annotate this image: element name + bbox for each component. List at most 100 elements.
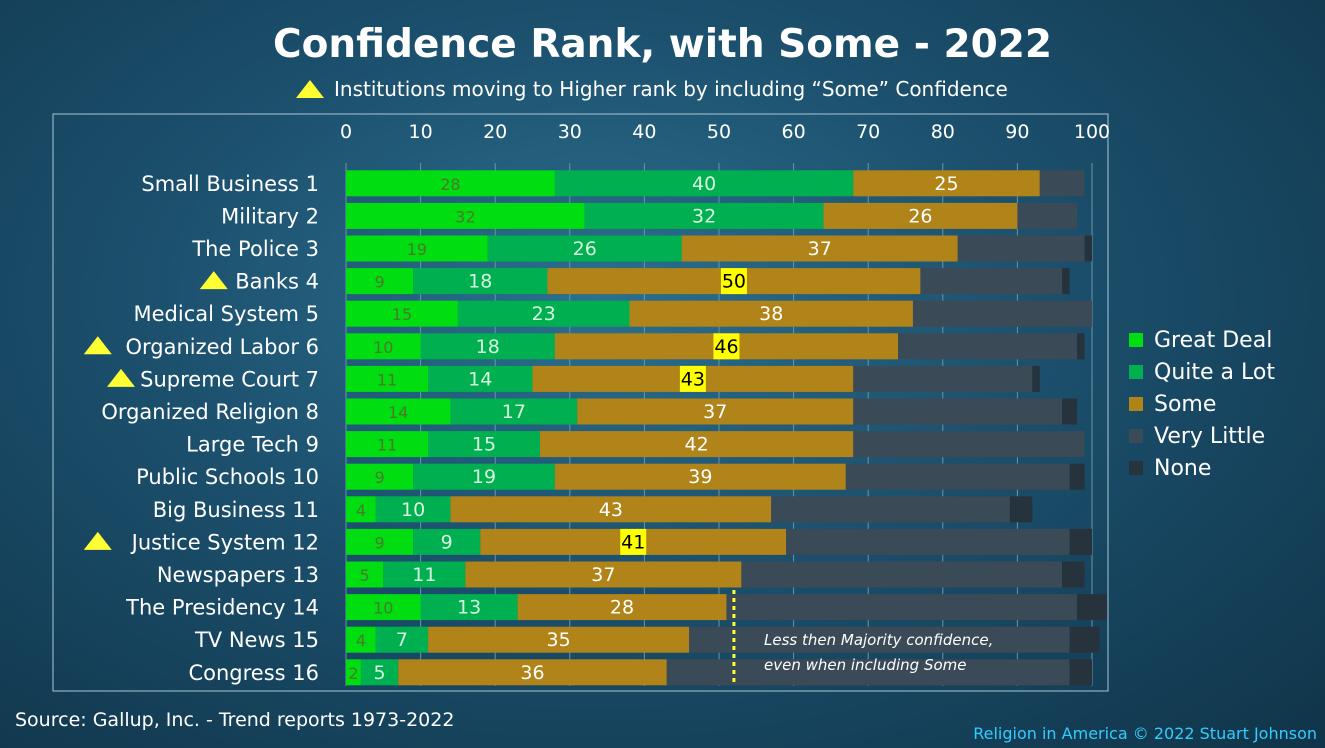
bar-segment-quite-a-lot (428, 431, 540, 458)
bar-segment-quite-a-lot (487, 235, 682, 262)
bar-segment-none (1032, 365, 1040, 392)
value-highlight (679, 365, 706, 392)
bar-segment-none (1069, 528, 1092, 555)
bar-value-label: 43 (599, 499, 623, 521)
category-label: Small Business 1 (141, 172, 319, 196)
source-text: Source: Gallup, Inc. - Trend reports 197… (15, 709, 455, 731)
bar-segment-very-little (771, 496, 1010, 523)
bar-segment-very-little (689, 626, 1070, 653)
category-label: Big Business 11 (153, 498, 319, 522)
bar-segment-great-deal (346, 268, 414, 295)
bar-segment-great-deal (346, 431, 429, 458)
bar-segment-quite-a-lot (420, 594, 518, 621)
x-tick-label: 100 (1074, 121, 1110, 143)
bar-segment-none (1062, 561, 1085, 588)
rank-up-triangle-icon (83, 531, 112, 550)
bar-segment-quite-a-lot (450, 398, 578, 425)
bar-segment-none (1009, 496, 1033, 523)
bar-segment-quite-a-lot (413, 528, 481, 555)
bar-segment-quite-a-lot (375, 626, 429, 653)
threshold-annotation: Less then Majority confidence, even when… (764, 628, 993, 678)
legend-item: None (1129, 452, 1275, 484)
bar-segment-quite-a-lot (428, 365, 533, 392)
bar-segment-great-deal (346, 235, 488, 262)
category-label: Congress 16 (188, 661, 319, 685)
bar-segment-great-deal (346, 594, 421, 621)
bar-value-label: 40 (692, 173, 716, 195)
bar-value-label: 28 (440, 175, 460, 194)
bar-value-label: 14 (468, 368, 492, 390)
bar-segment-great-deal (346, 300, 458, 327)
annotation-line-1: Less then Majority confidence, (764, 631, 994, 649)
bar-segment-none (1062, 268, 1070, 295)
bar-segment-very-little (920, 268, 1063, 295)
bar-segment-none (1077, 333, 1085, 360)
legend-label: Some (1154, 391, 1217, 417)
category-label: Newspapers 13 (157, 563, 319, 587)
category-label: Public Schools 10 (136, 465, 319, 489)
bar-value-label: 35 (547, 629, 571, 651)
bar-segment-very-little (845, 463, 1070, 490)
legend-label: Great Deal (1154, 327, 1273, 353)
bar-value-label: 9 (374, 533, 384, 552)
bar-segment-some (629, 300, 913, 327)
value-highlight (713, 333, 740, 360)
bar-value-label: 4 (356, 631, 366, 650)
x-tick-label: 30 (558, 121, 582, 143)
bar-segment-very-little (741, 561, 1063, 588)
bar-segment-very-little (898, 333, 1078, 360)
bar-segment-great-deal (346, 202, 585, 229)
bar-segment-some (398, 659, 667, 686)
x-tick-label: 0 (340, 121, 352, 143)
legend-item: Some (1129, 388, 1275, 420)
bar-segment-quite-a-lot (413, 268, 548, 295)
category-label: Organized Religion 8 (101, 400, 319, 424)
bar-value-label: 11 (377, 436, 397, 455)
credit-text: Religion in America © 2022 Stuart Johnso… (973, 724, 1317, 743)
bar-value-label: 28 (610, 597, 634, 619)
bar-value-label: 25 (934, 173, 958, 195)
category-label: Organized Labor 6 (125, 335, 319, 359)
legend-label: Very Little (1154, 423, 1266, 449)
bar-value-label: 4 (356, 501, 366, 520)
bar-segment-great-deal (346, 365, 429, 392)
bar-value-label: 50 (722, 271, 746, 293)
legend-swatch (1129, 429, 1143, 443)
bar-segment-some (539, 431, 854, 458)
bar-value-label: 42 (685, 434, 709, 456)
rank-up-triangle-icon (199, 271, 228, 290)
rank-up-triangle-icon (107, 368, 135, 387)
legend-swatch (1129, 365, 1143, 379)
legend-swatch (1129, 333, 1143, 347)
bar-segment-very-little (853, 398, 1063, 425)
bar-segment-great-deal (346, 463, 414, 490)
bar-segment-none (1084, 235, 1092, 262)
bar-value-label: 18 (476, 336, 500, 358)
bar-value-label: 10 (373, 338, 393, 357)
value-highlight (720, 268, 747, 295)
category-label: Large Tech 9 (186, 433, 319, 457)
bar-value-label: 32 (455, 207, 475, 226)
bar-segment-very-little (853, 365, 1033, 392)
bar-segment-some (681, 235, 958, 262)
bar-segment-very-little (1039, 170, 1085, 197)
bar-segment-some (517, 594, 727, 621)
category-label: Supreme Court 7 (140, 367, 319, 391)
bar-value-label: 26 (908, 205, 932, 227)
bar-segment-very-little (726, 594, 1078, 621)
bar-segment-none (1069, 626, 1100, 653)
plot-frame (52, 113, 1109, 692)
legend-item: Great Deal (1129, 324, 1275, 356)
x-tick-label: 50 (707, 121, 731, 143)
bar-value-label: 37 (703, 401, 727, 423)
bar-value-label: 23 (532, 303, 556, 325)
category-label: The Police 3 (191, 237, 319, 261)
bar-value-label: 9 (374, 273, 384, 292)
bar-value-label: 26 (573, 238, 597, 260)
x-tick-label: 10 (409, 121, 433, 143)
bar-value-label: 18 (468, 271, 492, 293)
chart-title: Confidence Rank, with Some - 2022 (272, 22, 1053, 67)
bar-value-label: 9 (441, 531, 453, 553)
bar-segment-great-deal (346, 398, 451, 425)
